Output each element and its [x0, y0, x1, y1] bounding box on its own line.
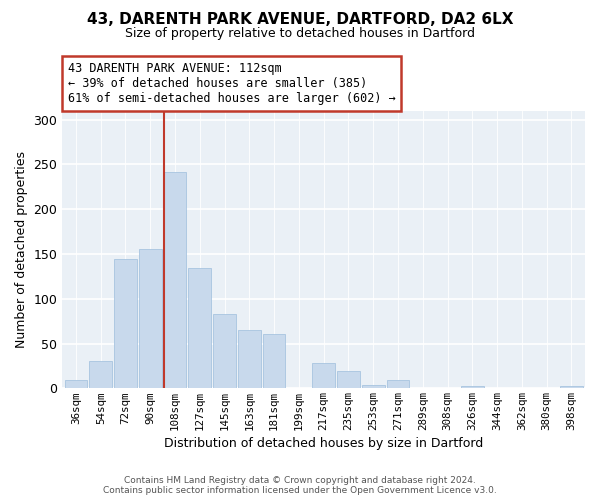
Text: Contains HM Land Registry data © Crown copyright and database right 2024.
Contai: Contains HM Land Registry data © Crown c… — [103, 476, 497, 495]
X-axis label: Distribution of detached houses by size in Dartford: Distribution of detached houses by size … — [164, 437, 483, 450]
Y-axis label: Number of detached properties: Number of detached properties — [15, 151, 28, 348]
Bar — [312, 363, 335, 388]
Bar — [362, 384, 385, 388]
Bar — [560, 386, 583, 388]
Bar — [337, 372, 360, 388]
Bar — [263, 334, 286, 388]
Bar — [461, 386, 484, 388]
Bar — [139, 248, 161, 388]
Text: 43, DARENTH PARK AVENUE, DARTFORD, DA2 6LX: 43, DARENTH PARK AVENUE, DARTFORD, DA2 6… — [87, 12, 513, 28]
Bar — [386, 380, 409, 388]
Text: 43 DARENTH PARK AVENUE: 112sqm
← 39% of detached houses are smaller (385)
61% of: 43 DARENTH PARK AVENUE: 112sqm ← 39% of … — [68, 62, 395, 105]
Bar — [238, 330, 261, 388]
Bar — [65, 380, 88, 388]
Bar — [164, 172, 187, 388]
Text: Size of property relative to detached houses in Dartford: Size of property relative to detached ho… — [125, 28, 475, 40]
Bar — [213, 314, 236, 388]
Bar — [114, 260, 137, 388]
Bar — [188, 268, 211, 388]
Bar — [89, 362, 112, 388]
